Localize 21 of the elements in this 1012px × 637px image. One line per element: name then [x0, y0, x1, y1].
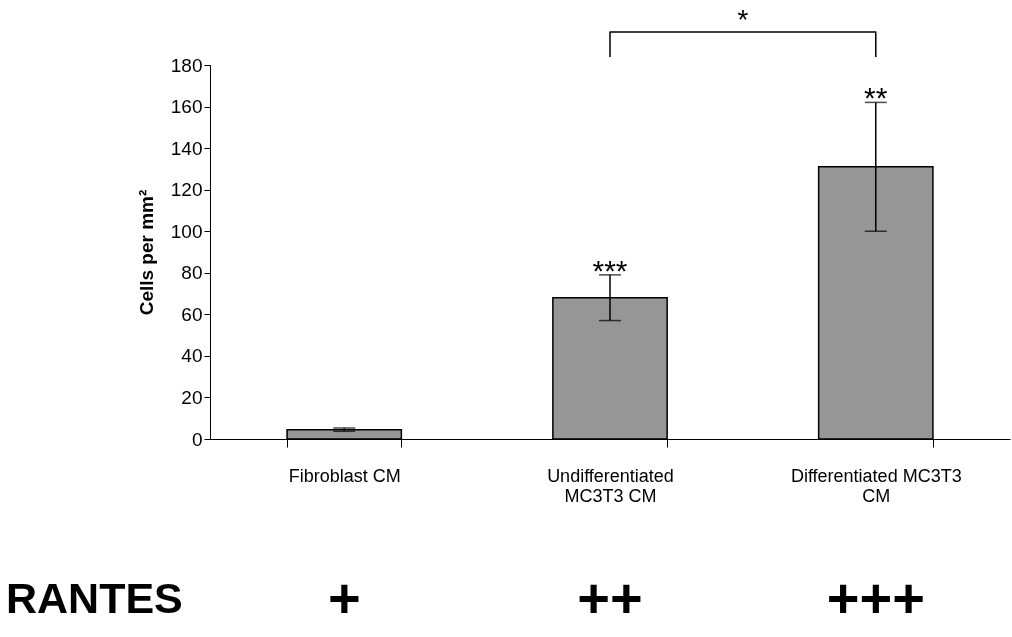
text: +	[327, 566, 361, 629]
x-tick-label: Undifferentiated MC3T3 CM	[547, 465, 674, 506]
annotation: **	[864, 81, 888, 115]
y-tick-label: 80	[181, 262, 203, 284]
y-tick-label: 120	[170, 179, 203, 201]
y-tick-label: 0	[191, 428, 203, 450]
text: +++	[826, 566, 925, 629]
y-tick-label: 100	[170, 220, 203, 242]
y-tick-label: 40	[181, 345, 203, 367]
y-tick-label: 60	[181, 303, 203, 325]
y-axis-title: Cells per mm²	[135, 189, 157, 316]
text: RANTES	[6, 574, 183, 622]
y-tick-label: 160	[170, 96, 203, 118]
text: *	[737, 4, 749, 35]
x-tick-label: Fibroblast CM	[288, 465, 401, 486]
annotation: ***	[592, 253, 628, 287]
y-tick-label: 20	[181, 386, 203, 408]
x-tick-label: Differentiated MC3T3 CM	[790, 465, 962, 506]
text: ++	[577, 566, 643, 629]
y-tick-label: 180	[170, 54, 203, 76]
y-tick-label: 140	[170, 137, 203, 159]
